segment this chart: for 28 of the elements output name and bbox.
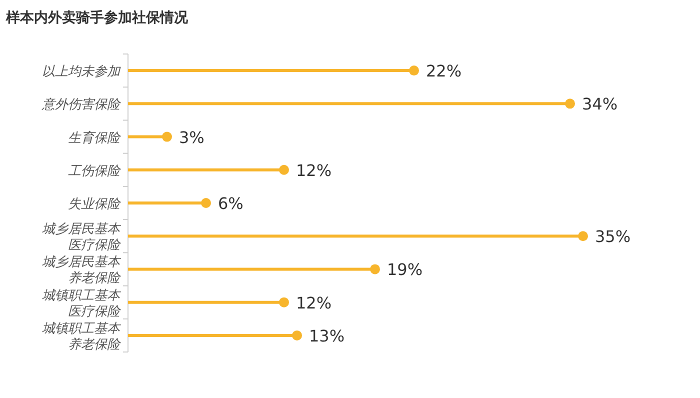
data-label: 3% — [179, 128, 204, 147]
chart-title: 样本内外卖骑手参加社保情况 — [5, 9, 189, 26]
point — [292, 330, 302, 340]
point — [162, 132, 172, 142]
data-label: 12% — [296, 160, 332, 180]
data-label: 12% — [296, 293, 332, 312]
data-label: 35% — [595, 227, 631, 246]
point — [409, 66, 419, 76]
point — [279, 297, 289, 308]
y-tick-label: 以上均未参加 — [42, 64, 121, 80]
point — [279, 164, 289, 175]
point — [578, 231, 588, 242]
data-label: 22% — [426, 62, 462, 81]
y-tick-label: 城镇职工基本养老保险 — [42, 321, 122, 352]
y-tick-label: 失业保险 — [68, 197, 121, 212]
point — [201, 198, 211, 208]
point — [565, 98, 575, 109]
data-label: 19% — [387, 260, 423, 280]
point — [370, 264, 380, 274]
y-tick-label: 工伤保险 — [68, 164, 121, 179]
data-label: 34% — [582, 94, 618, 114]
data-label: 6% — [218, 194, 244, 213]
y-tick-label: 意外伤害保险 — [41, 96, 121, 113]
y-tick-label: 城乡居民基本养老保险 — [42, 255, 122, 286]
data-label: 13% — [309, 326, 345, 346]
y-tick-label: 城乡居民基本医疗保险 — [42, 222, 122, 254]
y-tick-label: 生育保险 — [68, 130, 121, 146]
y-tick-label: 城镇职工基本医疗保险 — [42, 288, 122, 320]
